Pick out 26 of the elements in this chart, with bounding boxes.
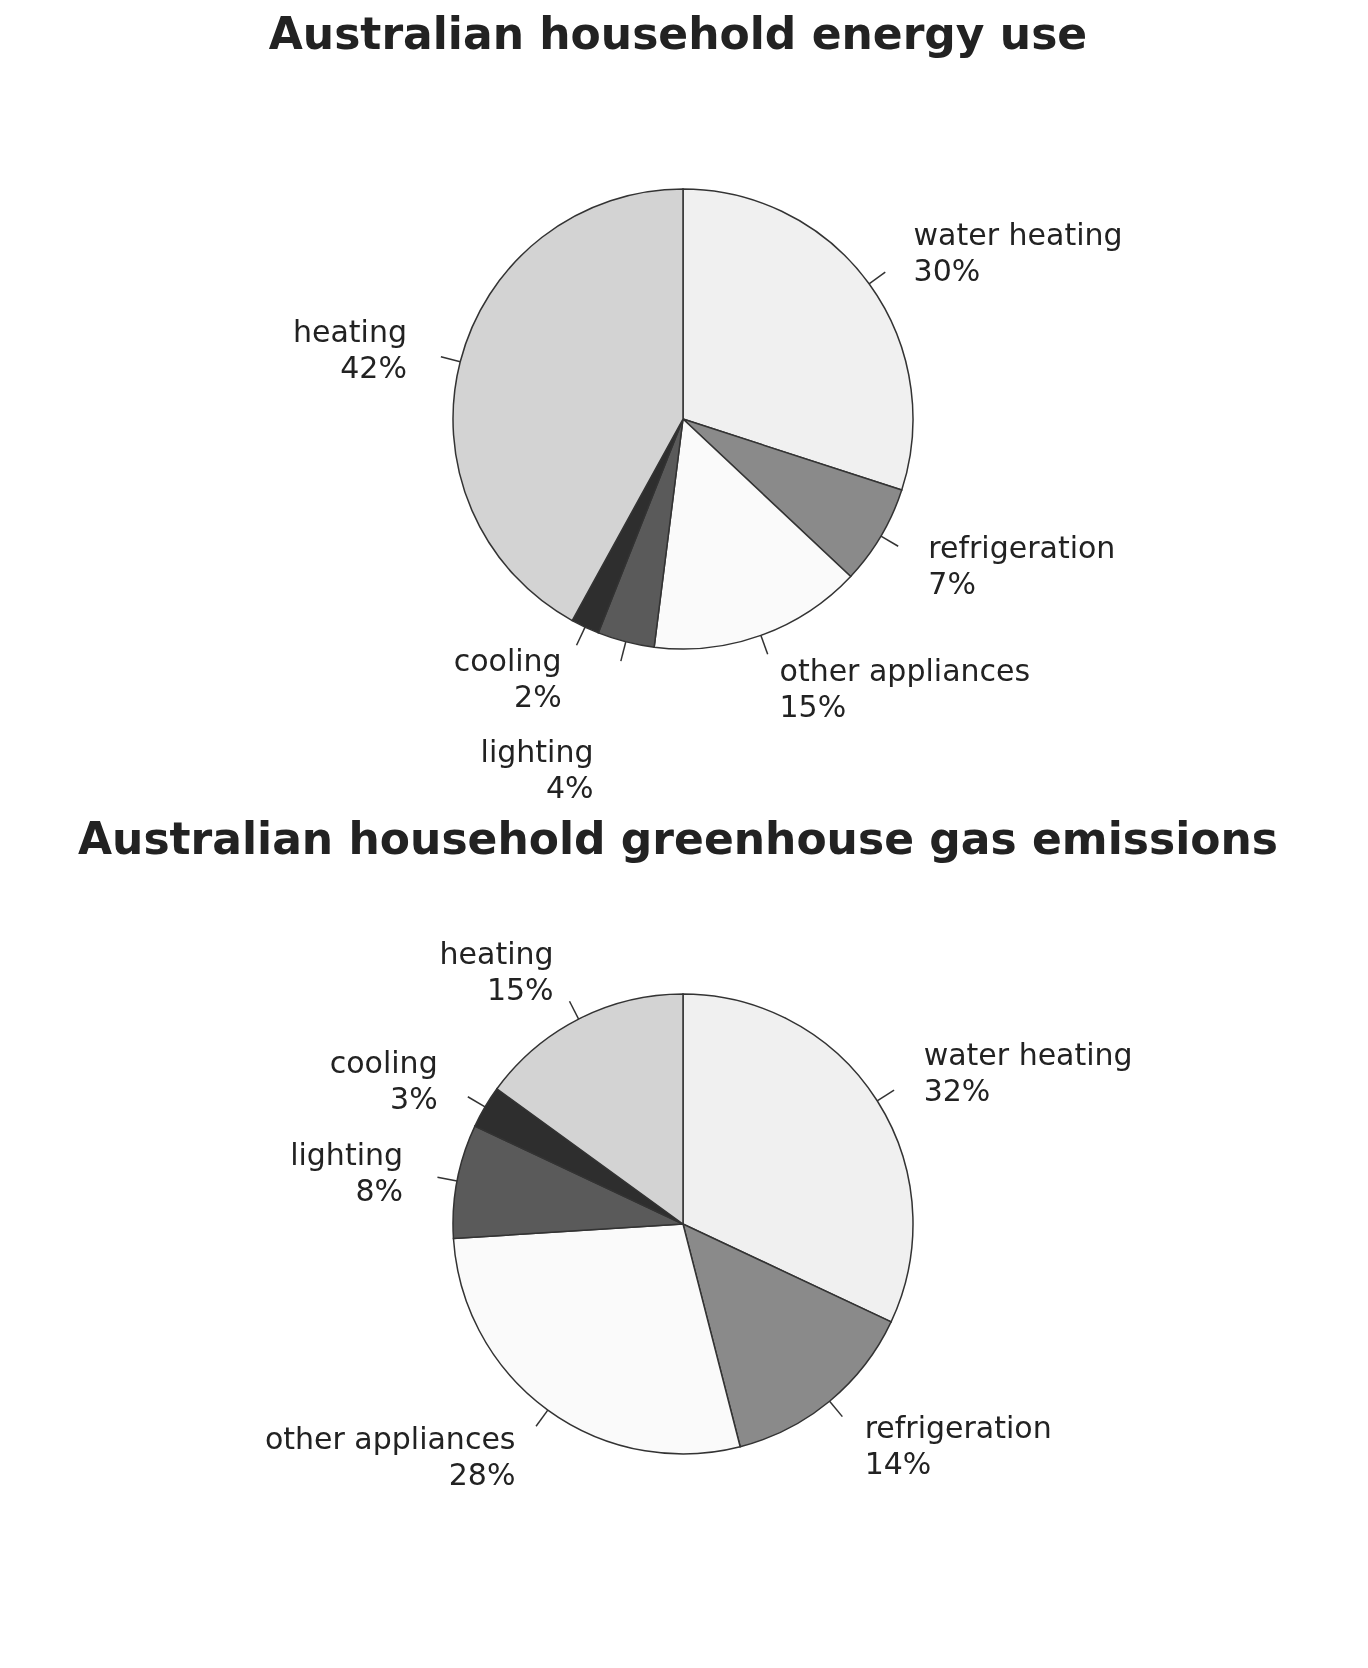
slice-label: cooling — [329, 1044, 438, 1080]
data-label: 4% — [545, 769, 594, 805]
slice-label: lighting — [480, 733, 594, 769]
data-label: 3% — [390, 1080, 438, 1116]
slice-label: water heating — [913, 217, 1123, 253]
slice-label: other appliances — [264, 1420, 516, 1456]
data-label: 30% — [913, 253, 981, 289]
slice-label: heating — [292, 314, 407, 350]
data-label: 7% — [928, 566, 976, 602]
legend-label: cooling — [453, 642, 562, 678]
data-label: 8% — [355, 1172, 404, 1208]
slice-label: refrigeration — [928, 530, 1116, 566]
data-label: 15% — [779, 689, 847, 725]
slice-label: other appliances — [779, 653, 1031, 689]
data-label: 28% — [448, 1456, 516, 1492]
chart-title: Australian household energy use — [267, 8, 1089, 59]
data-label: 42% — [340, 350, 407, 386]
data-label: 32% — [923, 1073, 991, 1109]
slice-label: water heating — [923, 1037, 1133, 1073]
data-label: 15% — [486, 972, 554, 1008]
slice-label: heating — [439, 936, 554, 972]
data-label: 14% — [864, 1445, 932, 1481]
data-label: 2% — [514, 678, 562, 714]
chart-title: Australian household greenhouse gas emissions — [77, 813, 1279, 864]
slice-label: lighting — [290, 1136, 404, 1172]
slice-label: refrigeration — [864, 1409, 1052, 1445]
